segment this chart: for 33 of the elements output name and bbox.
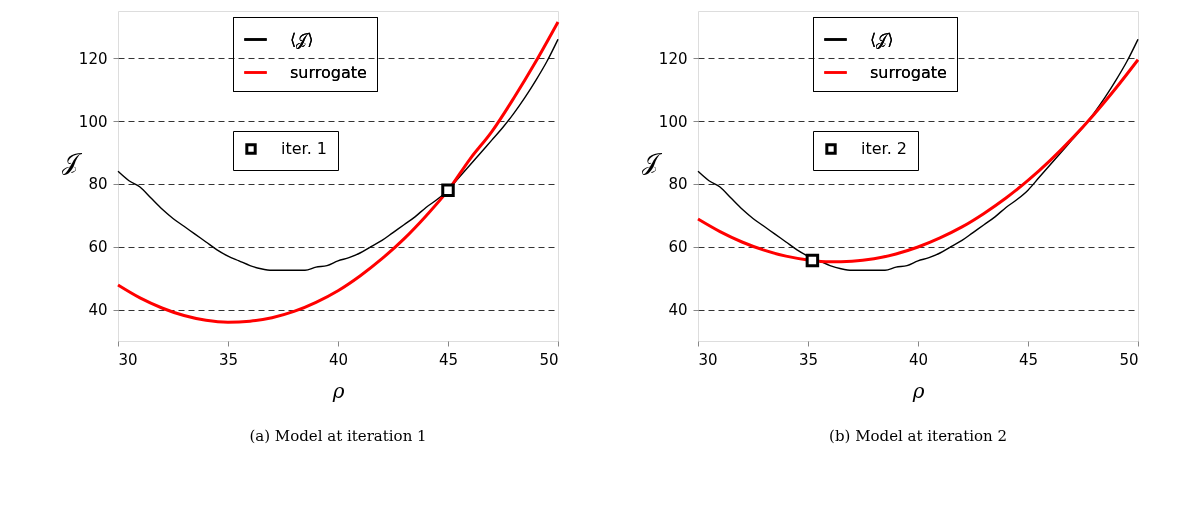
x-axis-title: ρ <box>331 378 345 403</box>
legend-label: iter. 2 <box>861 139 908 158</box>
line-series <box>116 20 560 324</box>
x-tick-label: 50 <box>539 350 559 369</box>
x-tick-label: 45 <box>1018 350 1039 369</box>
y-tick-label: 80 <box>88 175 108 194</box>
y-tick-label: 60 <box>668 238 688 257</box>
text: (b) Model at iteration 2 <box>829 427 1007 445</box>
y-axis-title: 𝒥 <box>641 148 663 177</box>
text: (a) Model at iteration 1 <box>249 427 427 445</box>
y-tick-label: 40 <box>668 301 688 320</box>
x-tick-label: 40 <box>328 350 349 369</box>
legend-label: surrogate <box>290 62 367 82</box>
x-tick-label: 35 <box>798 350 819 369</box>
x-axis-title: ρ <box>911 378 925 403</box>
x-tick-label: 35 <box>218 350 239 369</box>
y-tick-label: 100 <box>78 112 108 131</box>
x-tick-label: 50 <box>1119 350 1139 369</box>
y-tick-label: 40 <box>88 301 108 320</box>
legend-label: surrogate <box>870 62 947 82</box>
legend-label: ⟨𝒥⟩ <box>290 29 314 49</box>
x-tick-label: 40 <box>908 350 929 369</box>
y-tick-label: 60 <box>88 238 108 257</box>
y-tick-label: 80 <box>668 175 688 194</box>
y-tick-label: 120 <box>658 49 688 68</box>
legend-label: iter. 1 <box>281 139 328 158</box>
x-tick-label: 30 <box>118 350 138 369</box>
y-tick-label: 120 <box>78 49 108 68</box>
legend-label: ⟨𝒥⟩ <box>870 29 894 49</box>
x-tick-label: 45 <box>438 350 459 369</box>
y-tick-label: 100 <box>658 112 688 131</box>
y-axis-title: 𝒥 <box>61 148 83 177</box>
x-tick-label: 30 <box>698 350 718 369</box>
